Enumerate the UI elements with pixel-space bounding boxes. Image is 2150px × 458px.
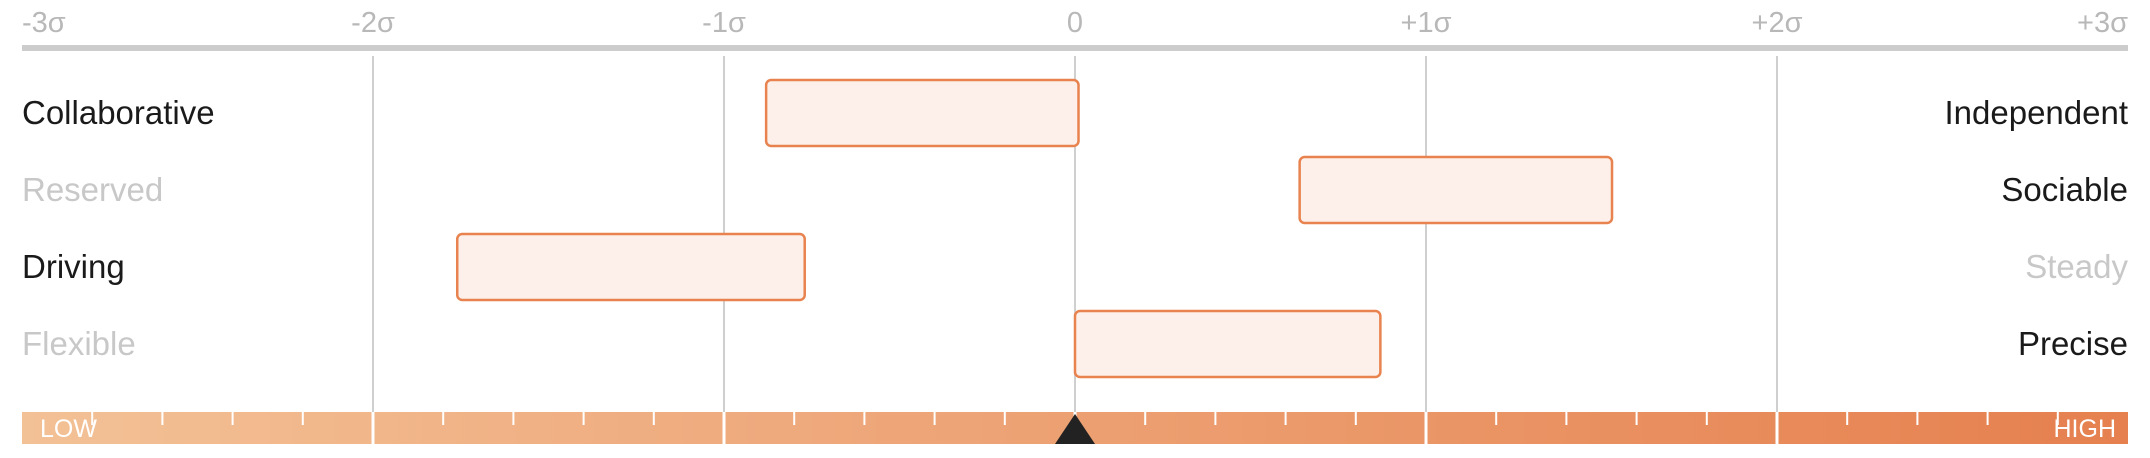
left-trait-label: Reserved <box>22 171 163 208</box>
tick-label: -3σ <box>22 7 66 39</box>
scale-low-label: LOW <box>40 415 97 443</box>
range-bar <box>1298 155 1614 225</box>
scale-high-label: HIGH <box>2054 415 2117 443</box>
tick-label: +1σ <box>1401 7 1452 39</box>
marker-triangle <box>1055 414 1095 444</box>
range-bar <box>764 78 1080 148</box>
right-trait-label: Sociable <box>2001 171 2128 208</box>
label-layer: Collaborative Independent Reserved Sociable… <box>22 94 2128 362</box>
left-trait-label: Driving <box>22 248 125 285</box>
left-trait-label: Flexible <box>22 325 136 362</box>
tick-label: 0 <box>1067 7 1083 39</box>
right-trait-label: Steady <box>2025 248 2128 285</box>
left-trait-label: Collaborative <box>22 94 215 131</box>
range-bar <box>1073 309 1382 379</box>
range-bar <box>455 232 806 302</box>
axis-layer: -3σ -2σ -1σ 0 +1σ +2σ +3σ <box>22 7 2128 51</box>
tick-label: -2σ <box>351 7 395 39</box>
right-trait-label: Independent <box>1944 94 2128 131</box>
scale-layer: LOW HIGH <box>22 412 2128 444</box>
tick-label: +3σ <box>2077 7 2128 39</box>
tick-label: +2σ <box>1752 7 1803 39</box>
bar-layer <box>455 78 1614 379</box>
right-trait-label: Precise <box>2018 325 2128 362</box>
tick-label: -1σ <box>702 7 746 39</box>
